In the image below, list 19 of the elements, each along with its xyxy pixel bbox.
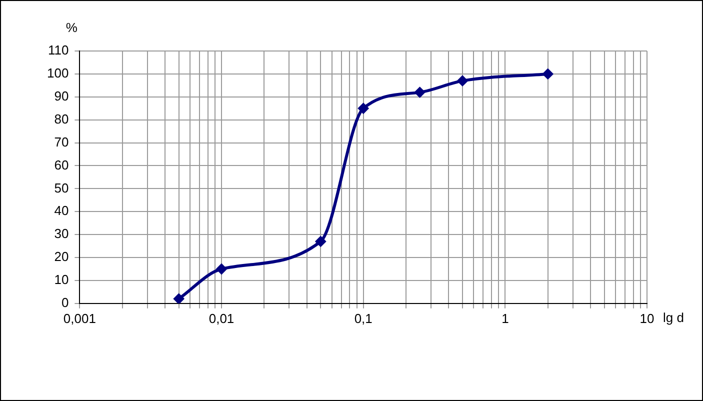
y-tick-label: 110 xyxy=(48,42,69,58)
x-tick-label: 1 xyxy=(502,310,509,326)
x-tick-label: 0,1 xyxy=(354,310,372,326)
x-axis-title: lg d xyxy=(663,310,684,325)
y-tick-label: 100 xyxy=(46,66,69,81)
x-tick-label: 10 xyxy=(640,310,654,326)
y-tick-label: 10 xyxy=(54,272,69,288)
y-tick-label: 90 xyxy=(54,88,69,104)
y-tick-label: 80 xyxy=(54,111,69,126)
y-tick-label: 0 xyxy=(61,294,69,310)
y-tick-label: 40 xyxy=(54,203,69,218)
x-tick-label: 0,01 xyxy=(208,310,234,326)
y-tick-label: 50 xyxy=(54,180,69,196)
y-tick-label: 30 xyxy=(54,226,69,242)
y-tick-label: 60 xyxy=(54,157,69,172)
y-tick-label: 70 xyxy=(54,134,69,150)
x-tick-label: 0,001 xyxy=(63,310,96,326)
y-axis-title: % xyxy=(66,20,78,36)
y-tick-label: 20 xyxy=(54,249,69,264)
